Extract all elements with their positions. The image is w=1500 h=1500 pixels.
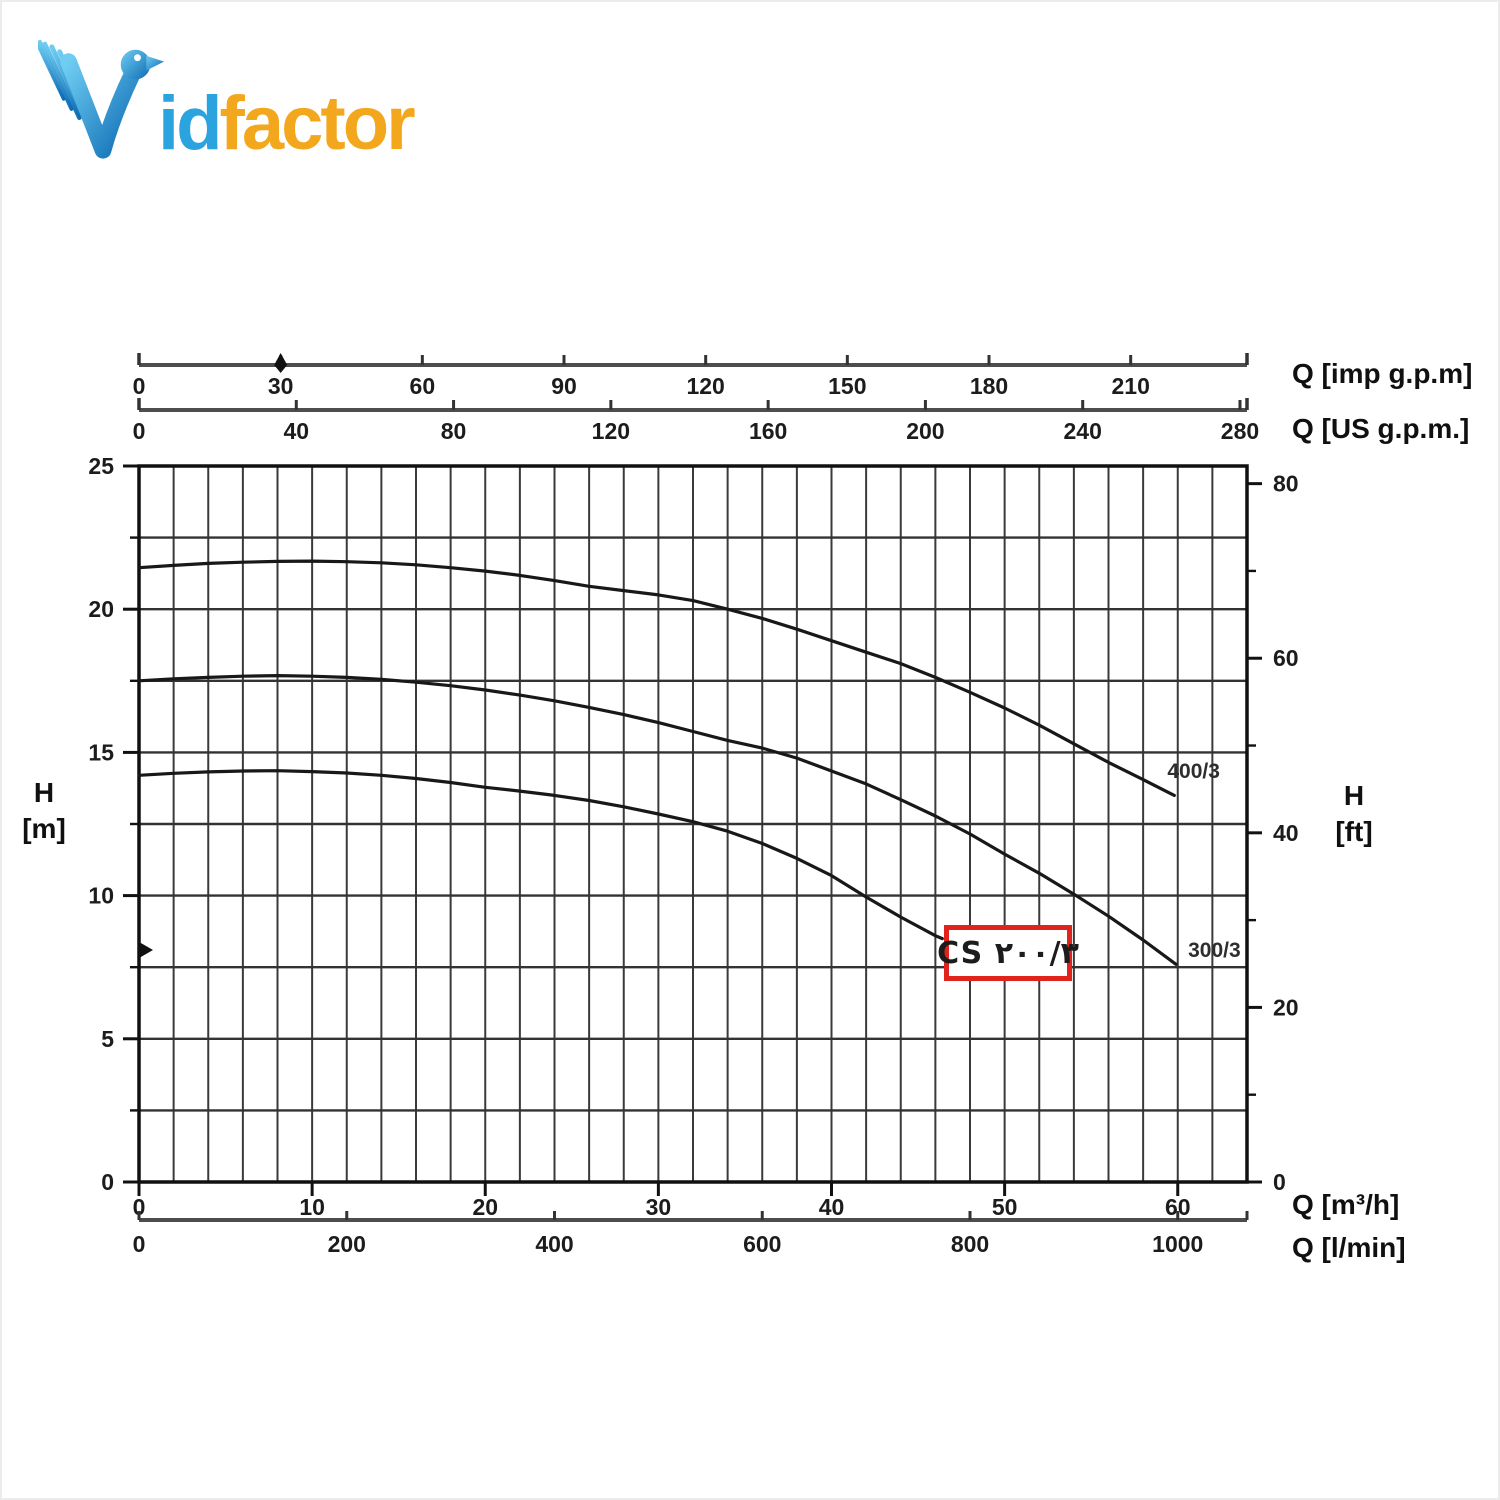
lmin-axis-tick-label: 0 bbox=[133, 1231, 146, 1257]
lmin-axis-tick-label: 1000 bbox=[1152, 1231, 1203, 1257]
duty-marker-arrow bbox=[140, 942, 153, 958]
curve-label-400-3: 400/3 bbox=[1167, 760, 1220, 783]
vidfactor-logo: idfactor bbox=[38, 32, 416, 172]
top-axis-tick-label: 90 bbox=[551, 373, 577, 399]
bottom-axis-m3h-tick-label: 40 bbox=[819, 1194, 845, 1220]
left-axis-tick-label: 25 bbox=[88, 453, 114, 479]
axis-label-us-gpm: Q [US g.p.m.] bbox=[1292, 413, 1469, 444]
axis-label-h-m-2: [m] bbox=[22, 813, 66, 844]
bottom-axis-m3h-tick-label: 30 bbox=[646, 1194, 672, 1220]
top-axis-tick-label: 150 bbox=[828, 373, 866, 399]
top-axis-tick-label: 120 bbox=[686, 373, 724, 399]
brand-text-orange: factor bbox=[219, 81, 416, 166]
lmin-axis-tick-label: 200 bbox=[328, 1231, 366, 1257]
brand-wordmark: idfactor bbox=[158, 86, 416, 172]
highlight-box-cs-200-3: CS ۲۰۰/۳ bbox=[937, 925, 1078, 981]
top-axis-tick-label: 0 bbox=[133, 418, 146, 444]
curve-300-3 bbox=[137, 674, 1178, 966]
right-axis-tick-label: 0 bbox=[1273, 1169, 1286, 1195]
top-axis-tick-label: 210 bbox=[1111, 373, 1149, 399]
top-axis-tick-label: 240 bbox=[1064, 418, 1102, 444]
top-axis-tick-label: 30 bbox=[268, 373, 294, 399]
bottom-axis-m3h-tick-label: 20 bbox=[472, 1194, 498, 1220]
axis-label-h-m-1: H bbox=[34, 777, 54, 808]
right-axis-tick-label: 40 bbox=[1273, 820, 1299, 846]
left-axis-tick-label: 20 bbox=[88, 596, 114, 622]
left-axis-tick-label: 10 bbox=[88, 883, 114, 909]
axis-label-imp-gpm: Q [imp g.p.m] bbox=[1292, 358, 1472, 389]
top-axis-tick-label: 280 bbox=[1221, 418, 1259, 444]
top-axis-tick-label: 80 bbox=[441, 418, 467, 444]
duty-marker-diamond bbox=[274, 353, 288, 373]
vidfactor-bird-icon bbox=[38, 39, 165, 159]
axis-label-h-ft-1: H bbox=[1344, 780, 1364, 811]
bottom-axis-m3h-tick-label: 10 bbox=[299, 1194, 325, 1220]
left-axis-tick-label: 5 bbox=[101, 1026, 114, 1052]
bottom-axis-m3h-tick-label: 0 bbox=[133, 1194, 146, 1220]
left-axis-tick-label: 15 bbox=[88, 739, 114, 765]
top-axis-tick-label: 180 bbox=[970, 373, 1008, 399]
top-axis-tick-label: 120 bbox=[592, 418, 630, 444]
top-axis-tick-label: 60 bbox=[410, 373, 436, 399]
axis-label-lmin: Q [l/min] bbox=[1292, 1232, 1406, 1263]
top-axis-tick-label: 160 bbox=[749, 418, 787, 444]
axis-label-h-ft-2: [ft] bbox=[1335, 816, 1372, 847]
lmin-axis-tick-label: 600 bbox=[743, 1231, 781, 1257]
right-axis-tick-label: 80 bbox=[1273, 471, 1299, 497]
top-axis-tick-label: 0 bbox=[133, 373, 146, 399]
brand-text-blue: id bbox=[158, 81, 223, 166]
right-axis-tick-label: 60 bbox=[1273, 645, 1299, 671]
curve-400-3 bbox=[137, 559, 1176, 797]
curve-CS-200-3 bbox=[137, 769, 944, 941]
top-axis-tick-label: 40 bbox=[283, 418, 309, 444]
top-axis-tick-label: 200 bbox=[906, 418, 944, 444]
lmin-axis-tick-label: 400 bbox=[535, 1231, 573, 1257]
right-axis-tick-label: 20 bbox=[1273, 994, 1299, 1020]
highlight-box-text: CS ۲۰۰/۳ bbox=[937, 935, 1079, 971]
axis-label-m3h: Q [m³/h] bbox=[1292, 1189, 1399, 1220]
curve-label-300-3: 300/3 bbox=[1188, 939, 1241, 962]
bottom-axis-m3h-tick-label: 50 bbox=[992, 1194, 1018, 1220]
left-axis-tick-label: 0 bbox=[101, 1169, 114, 1195]
lmin-axis-tick-label: 800 bbox=[951, 1231, 989, 1257]
